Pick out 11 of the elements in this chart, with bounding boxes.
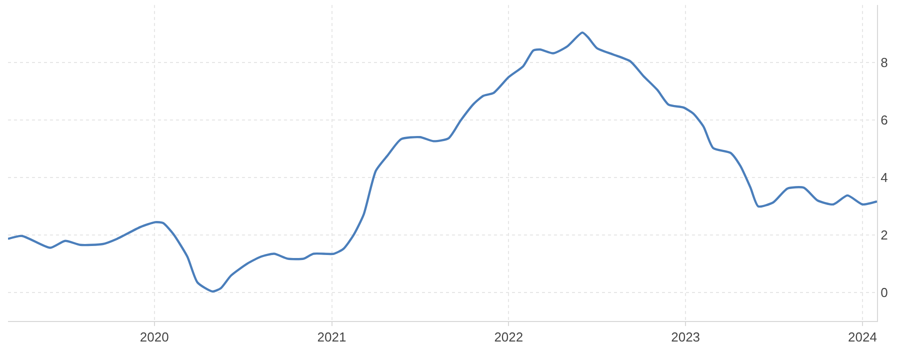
y-tick-label: 4: [880, 170, 888, 185]
line-series: [8, 31, 877, 293]
x-tick-label: 2023: [671, 330, 700, 345]
y-tick-label: 8: [880, 55, 888, 70]
y-tick-label: 6: [880, 112, 888, 128]
y-tick-label: 0: [880, 284, 888, 300]
x-tick-label: 2022: [494, 330, 524, 345]
x-tick-label: 2021: [317, 330, 346, 345]
x-tick-label: 2020: [140, 330, 169, 345]
x-tick-label: 2024: [848, 330, 877, 345]
y-tick-label: 2: [880, 227, 888, 242]
